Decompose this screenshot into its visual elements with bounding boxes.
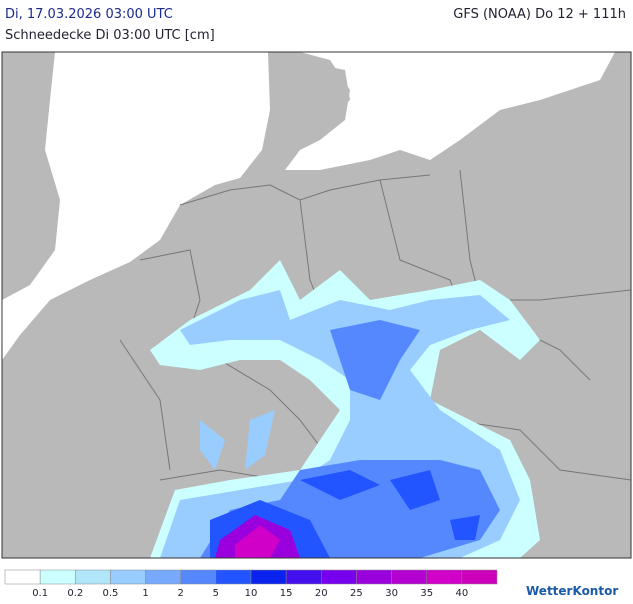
island bbox=[318, 65, 350, 115]
subtitle: Schneedecke Di 03:00 UTC [cm] bbox=[5, 28, 215, 43]
snow bbox=[150, 260, 540, 558]
map-frame bbox=[1, 51, 632, 559]
legend-label: 5 bbox=[213, 588, 219, 599]
legend-swatch bbox=[180, 569, 217, 585]
legend-label: 40 bbox=[455, 588, 468, 599]
legend-swatch bbox=[110, 569, 146, 585]
legend-swatch bbox=[391, 569, 427, 585]
title-right: GFS (NOAA) Do 12 + 111h bbox=[453, 7, 626, 22]
legend-label: 30 bbox=[385, 588, 398, 599]
legend-swatch bbox=[75, 569, 111, 585]
legend-swatch bbox=[250, 569, 287, 585]
legend-label: 0.2 bbox=[67, 588, 83, 599]
legend-label: 15 bbox=[280, 588, 293, 599]
brand: WetterKontor bbox=[526, 584, 618, 598]
legend-label: 35 bbox=[420, 588, 433, 599]
legend-swatch bbox=[321, 569, 357, 585]
legend-label: 25 bbox=[350, 588, 363, 599]
legend-swatch bbox=[4, 569, 41, 585]
legend-label: 20 bbox=[315, 588, 328, 599]
baltic-sea bbox=[285, 52, 615, 170]
legend-swatch bbox=[356, 569, 392, 585]
title-left: Di, 17.03.2026 03:00 UTC bbox=[5, 7, 173, 22]
legend-swatch bbox=[285, 569, 322, 585]
legend-label: 10 bbox=[245, 588, 258, 599]
legend-label: 2 bbox=[178, 588, 184, 599]
legend-label: 1 bbox=[142, 588, 148, 599]
legend-swatch bbox=[215, 569, 252, 585]
legend-swatch bbox=[461, 569, 498, 585]
map bbox=[1, 51, 632, 559]
north-sea bbox=[2, 52, 270, 360]
legend-label: 0.5 bbox=[102, 588, 118, 599]
legend-swatch bbox=[426, 569, 463, 585]
legend: 0.1 0.2 0.5 1 2 5 10 15 20 25 30 35 40 bbox=[4, 569, 498, 599]
legend-label: 0.1 bbox=[32, 588, 48, 599]
legend-swatch bbox=[39, 569, 76, 585]
legend-swatch bbox=[145, 569, 181, 585]
